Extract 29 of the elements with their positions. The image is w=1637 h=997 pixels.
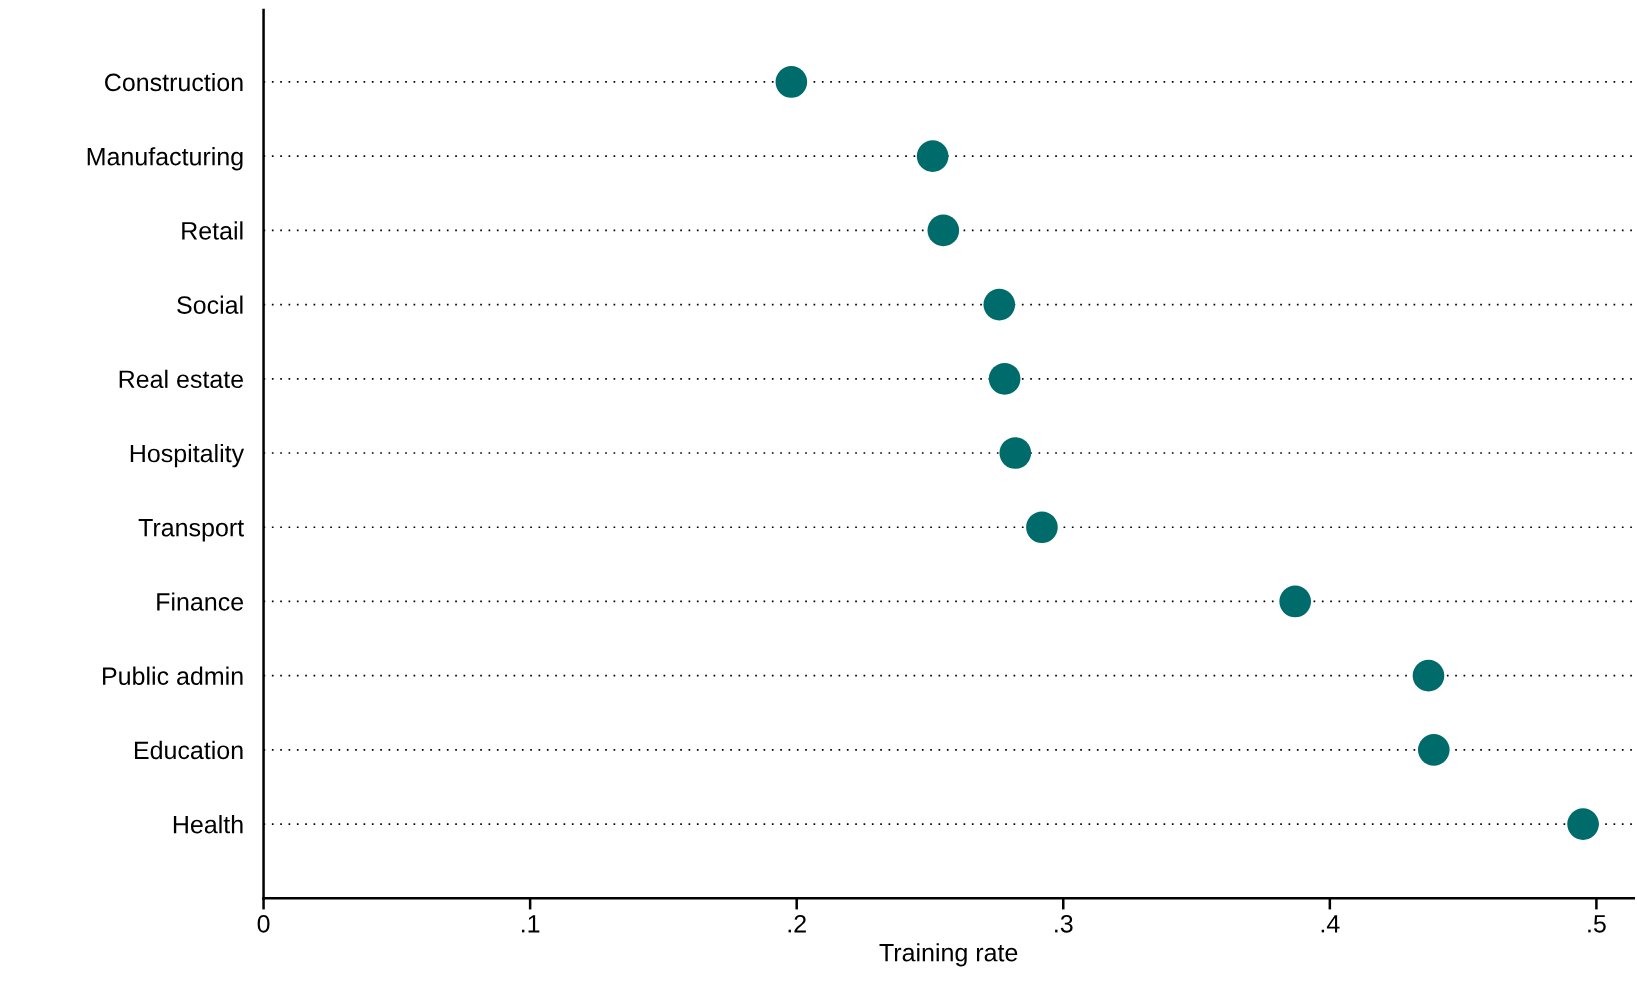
point — [1417, 734, 1450, 766]
point — [916, 140, 949, 173]
x-tick-label: .4 — [1321, 915, 1340, 933]
y-tick-label: Manufacturing — [87, 147, 243, 171]
x-tick-label: .2 — [788, 914, 806, 933]
point — [983, 288, 1016, 321]
y-tick-label: Education — [134, 740, 243, 760]
x-tick-label: .3 — [1055, 914, 1073, 933]
point — [927, 214, 960, 247]
y-tick-label: Health — [173, 815, 243, 834]
y-tick-label: Retail — [182, 221, 243, 240]
y-tick-label: Transport — [138, 519, 244, 542]
x-tick-label: .1 — [521, 915, 540, 933]
y-tick-label: Finance — [157, 592, 244, 611]
point — [988, 362, 1021, 395]
point — [999, 437, 1032, 469]
point — [775, 66, 808, 98]
x-axis-title: Training rate — [879, 943, 1018, 967]
point — [1026, 511, 1058, 544]
y-tick-label: Social — [177, 295, 243, 314]
y-tick-label: Construction — [105, 72, 243, 92]
point — [1412, 659, 1445, 692]
x-tick-label: .5 — [1588, 915, 1606, 933]
y-tick-label: Hospitality — [130, 443, 245, 468]
point — [1279, 585, 1312, 618]
x-tick-label: 0 — [257, 914, 270, 933]
y-tick-label: Public admin — [103, 666, 243, 685]
y-tick-label: Real estate — [119, 369, 244, 389]
point — [1567, 808, 1599, 840]
